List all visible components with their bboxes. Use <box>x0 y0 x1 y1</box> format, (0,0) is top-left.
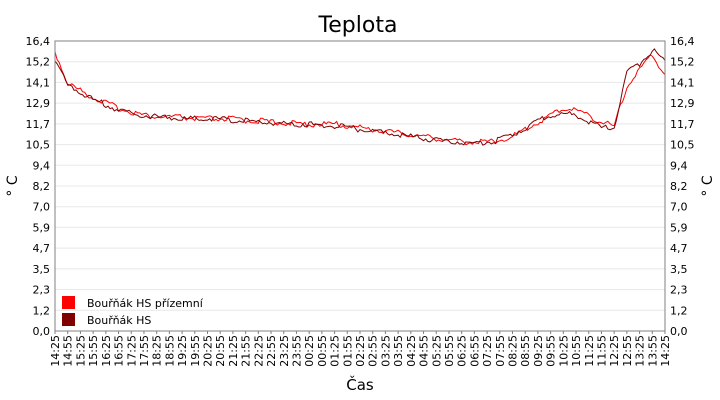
y-tick-label-right: 9,4 <box>670 159 688 172</box>
x-tick-label: 14:55 <box>62 335 75 367</box>
y-tick-label-left: 9,4 <box>33 159 51 172</box>
x-tick-label: 23:55 <box>290 335 303 367</box>
x-tick-label: 11:25 <box>583 335 596 367</box>
chart-title: Teplota <box>318 13 398 38</box>
x-tick-label: 03:25 <box>379 335 392 367</box>
series-line <box>54 51 666 146</box>
y-tick-label-right: 1,2 <box>670 304 688 317</box>
x-tick-label: 06:25 <box>456 335 469 367</box>
x-axis-label: Čas <box>346 375 374 394</box>
series-lines <box>54 48 666 146</box>
x-tick-label: 02:25 <box>354 335 367 367</box>
x-tick-label: 10:25 <box>557 335 570 367</box>
y-tick-label-left: 15,2 <box>26 56 51 69</box>
y-tick-label-right: 14,1 <box>670 76 695 89</box>
y-tick-label-right: 12,9 <box>670 97 695 110</box>
y-tick-label-right: 11,7 <box>670 118 695 131</box>
y-tick-label-left: 14,1 <box>26 76 51 89</box>
grid <box>55 61 665 311</box>
y-tick-label-right: 0,0 <box>670 325 688 338</box>
y-tick-label-left: 0,0 <box>33 325 51 338</box>
y-tick-label-right: 16,4 <box>670 35 695 48</box>
x-tick-label: 19:55 <box>189 335 202 367</box>
x-tick-label: 21:55 <box>240 335 253 367</box>
y-axis-label-left: ° C <box>5 175 21 196</box>
x-tick-label: 03:55 <box>392 335 405 367</box>
x-tick-label: 19:25 <box>176 335 189 367</box>
x-tick-label: 05:55 <box>443 335 456 367</box>
y-tick-label-left: 4,7 <box>33 242 51 255</box>
x-tick-label: 22:25 <box>252 335 265 367</box>
y-tick-label-right: 8,2 <box>670 180 688 193</box>
y-tick-label-left: 7,0 <box>33 201 51 214</box>
y-tick-label-right: 7,0 <box>670 201 688 214</box>
x-tick-label: 04:55 <box>418 335 431 367</box>
x-tick-label: 12:25 <box>608 335 621 367</box>
legend-swatch <box>62 296 75 309</box>
y-tick-label-right: 10,5 <box>670 139 695 152</box>
y-tick-label-left: 8,2 <box>33 180 51 193</box>
x-tick-label: 00:55 <box>316 335 329 367</box>
x-tick-label: 14:25 <box>659 335 672 367</box>
x-tick-label: 13:55 <box>646 335 659 367</box>
y-axis-left: 0,0 1,2 2,3 3,5 4,7 5,9 7,0 8,2 9,4 10,5 11,7 12,9 1… <box>26 35 51 338</box>
y-tick-label-left: 16,4 <box>26 35 51 48</box>
x-tick-label: 09:25 <box>532 335 545 367</box>
y-tick-label-right: 3,5 <box>670 263 688 276</box>
y-axis-right: 0,0 1,2 2,3 3,5 4,7 5,9 7,0 8,2 9,4 10,5 11,7 12,9 1… <box>670 35 695 338</box>
x-tick-label: 06:55 <box>468 335 481 367</box>
series-line <box>54 48 666 146</box>
x-tick-label: 20:55 <box>214 335 227 367</box>
y-axis-label-right: ° C <box>700 175 716 196</box>
x-tick-label: 08:55 <box>519 335 532 367</box>
x-tick-label: 18:25 <box>151 335 164 367</box>
x-tick-label: 11:55 <box>595 335 608 367</box>
y-tick-label-left: 1,2 <box>33 304 51 317</box>
x-tick-label: 14:25 <box>49 335 62 367</box>
y-tick-label-right: 5,9 <box>670 221 688 234</box>
x-tick-label: 07:55 <box>494 335 507 367</box>
legend-label: Bouřňák HS přízemní <box>87 297 204 310</box>
x-tick-label: 16:25 <box>100 335 113 367</box>
y-tick-label-left: 5,9 <box>33 221 51 234</box>
x-tick-label: 09:55 <box>545 335 558 367</box>
x-tick-label: 01:55 <box>341 335 354 367</box>
y-tick-label-right: 2,3 <box>670 284 688 297</box>
x-tick-label: 07:25 <box>481 335 494 367</box>
x-tick-label: 00:25 <box>303 335 316 367</box>
x-tick-label: 10:55 <box>570 335 583 367</box>
legend-label: Bouřňák HS <box>87 314 151 327</box>
x-tick-label: 22:55 <box>265 335 278 367</box>
legend: Bouřňák HS přízemní Bouřňák HS <box>62 296 204 327</box>
x-tick-label: 08:25 <box>507 335 520 367</box>
x-tick-label: 20:25 <box>202 335 215 367</box>
x-tick-label: 23:25 <box>278 335 291 367</box>
x-tick-label: 17:25 <box>125 335 138 367</box>
x-tick-label: 16:55 <box>113 335 126 367</box>
x-tick-label: 18:55 <box>163 335 176 367</box>
x-tick-label: 12:55 <box>621 335 634 367</box>
y-tick-label-left: 10,5 <box>26 139 51 152</box>
legend-swatch <box>62 313 75 326</box>
y-tick-label-left: 12,9 <box>26 97 51 110</box>
x-tick-label: 05:25 <box>430 335 443 367</box>
y-tick-label-left: 2,3 <box>33 284 51 297</box>
y-tick-label-right: 4,7 <box>670 242 688 255</box>
x-tick-label: 21:25 <box>227 335 240 367</box>
y-tick-label-left: 3,5 <box>33 263 51 276</box>
x-tick-label: 15:25 <box>74 335 87 367</box>
y-tick-label-left: 11,7 <box>26 118 51 131</box>
x-tick-label: 13:25 <box>634 335 647 367</box>
x-tick-label: 04:25 <box>405 335 418 367</box>
x-tick-label: 17:55 <box>138 335 151 367</box>
x-tick-label: 02:55 <box>367 335 380 367</box>
y-tick-label-right: 15,2 <box>670 56 695 69</box>
x-tick-label: 01:25 <box>329 335 342 367</box>
x-tick-label: 15:55 <box>87 335 100 367</box>
x-axis: 14:25 14:55 15:25 15:55 16:25 16:55 17:25 17:55… <box>49 331 672 367</box>
